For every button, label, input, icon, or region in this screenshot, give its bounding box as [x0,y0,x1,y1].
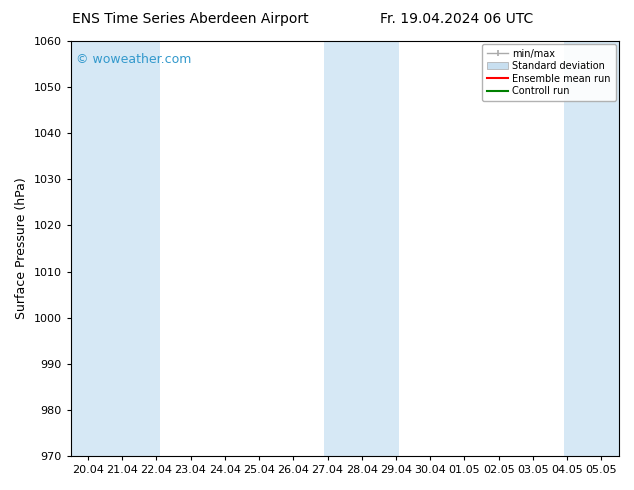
Y-axis label: Surface Pressure (hPa): Surface Pressure (hPa) [15,178,28,319]
Text: ENS Time Series Aberdeen Airport: ENS Time Series Aberdeen Airport [72,12,309,26]
Legend: min/max, Standard deviation, Ensemble mean run, Controll run: min/max, Standard deviation, Ensemble me… [482,44,616,101]
Bar [324,41,399,456]
Bar [564,41,619,456]
Text: © woweather.com: © woweather.com [76,53,191,67]
Bar [71,41,160,456]
Text: Fr. 19.04.2024 06 UTC: Fr. 19.04.2024 06 UTC [380,12,533,26]
